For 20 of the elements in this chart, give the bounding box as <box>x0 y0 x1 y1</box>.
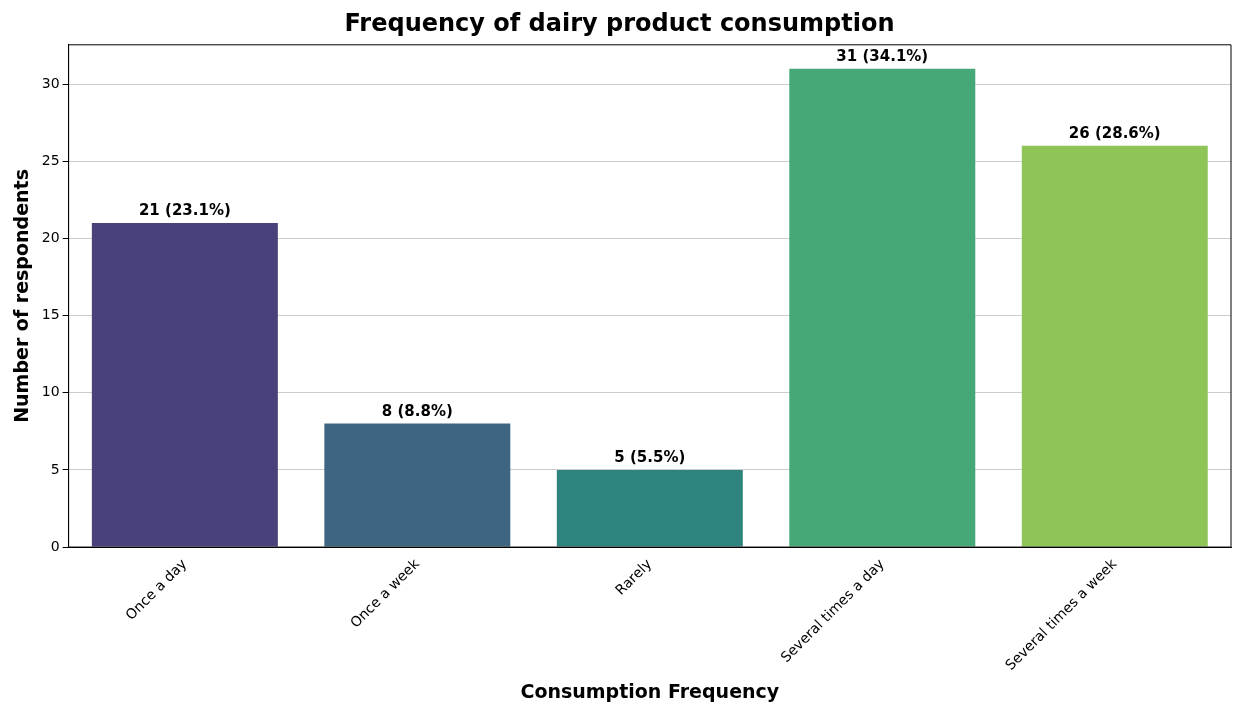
bar <box>324 423 511 547</box>
y-tick-label: 15 <box>41 306 60 323</box>
data-label: 26 (28.6%) <box>1068 124 1161 143</box>
y-tick-label: 10 <box>41 383 60 400</box>
data-label: 31 (34.1%) <box>836 47 929 66</box>
chart-title: Frequency of dairy product consumption <box>344 8 895 37</box>
data-label: 8 (8.8%) <box>381 402 453 421</box>
y-tick-label: 5 <box>50 460 60 477</box>
bar <box>91 223 278 547</box>
y-tick-label: 0 <box>50 537 60 554</box>
bar <box>789 68 976 547</box>
data-label: 21 (23.1%) <box>138 201 231 220</box>
x-axis-title: Consumption Frequency <box>520 679 780 702</box>
y-tick-label: 25 <box>41 151 60 168</box>
bar <box>556 469 743 547</box>
y-tick-label: 20 <box>41 229 60 246</box>
y-tick-label: 30 <box>41 74 60 91</box>
bar <box>1021 145 1208 547</box>
y-axis-title: Number of respondents <box>10 169 33 423</box>
data-label: 5 (5.5%) <box>614 448 686 467</box>
